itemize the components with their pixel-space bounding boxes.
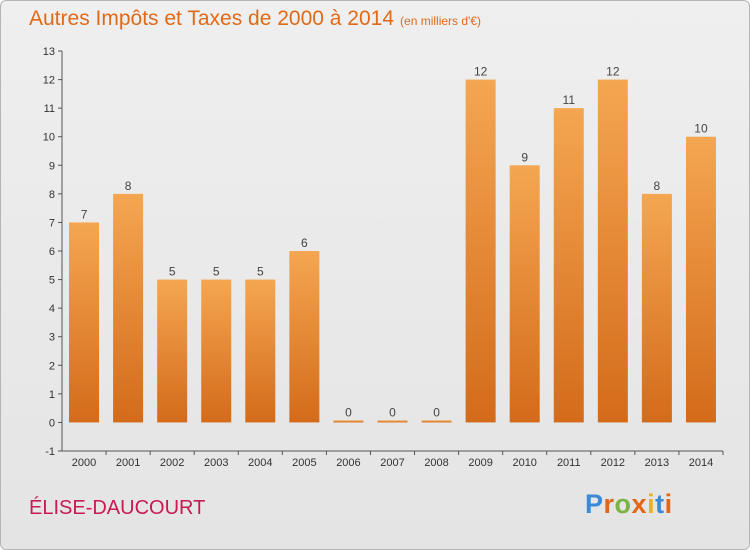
data-label-2014: 10: [694, 122, 708, 136]
chart-title-text: Autres Impôts et Taxes de 2000 à 2014: [29, 7, 395, 30]
x-tick-label-2009: 2009: [468, 457, 492, 469]
bar-2009: [465, 79, 496, 423]
x-tick-label-2005: 2005: [292, 457, 316, 469]
data-label-2011: 11: [563, 93, 576, 107]
commune-name: ÉLISE-DAUCOURT: [29, 497, 206, 519]
logo-letter: r: [603, 489, 615, 519]
bar-2012: [597, 79, 628, 423]
data-label-2000: 7: [81, 207, 88, 221]
data-label-2004: 5: [257, 265, 264, 279]
y-tick-label: 5: [49, 275, 55, 287]
y-tick-label: 11: [44, 103, 55, 115]
y-tick-label: 6: [49, 246, 55, 258]
x-tick-label-2011: 2011: [557, 457, 581, 469]
data-label-2009: 12: [474, 65, 488, 79]
y-tick-label: 4: [49, 303, 55, 315]
y-tick-label: 0: [49, 417, 55, 429]
bar-2007: [377, 420, 408, 423]
x-tick-label-2004: 2004: [248, 457, 272, 469]
bar-2001: [113, 193, 144, 423]
bar-2014: [685, 136, 716, 423]
y-tick-label: 9: [49, 160, 55, 172]
logo-letter: t: [655, 489, 665, 519]
data-label-2008: 0: [433, 405, 440, 419]
x-tick-label-2003: 2003: [204, 457, 228, 469]
bar-2006: [333, 420, 364, 423]
y-tick-label: -1: [45, 446, 55, 458]
x-tick-label-2001: 2001: [116, 457, 140, 469]
proxiti-logo[interactable]: Proxiti: [585, 489, 673, 520]
x-tick-label-2006: 2006: [336, 457, 360, 469]
logo-letter: x: [631, 489, 648, 519]
y-tick-label: 3: [49, 332, 55, 344]
x-tick-label-2008: 2008: [424, 457, 448, 469]
bar-2011: [553, 108, 584, 423]
x-tick-label-2010: 2010: [512, 457, 536, 469]
data-label-2013: 8: [654, 179, 661, 193]
data-label-2003: 5: [213, 265, 220, 279]
y-tick-label: 13: [43, 46, 55, 58]
x-tick-label-2000: 2000: [72, 457, 96, 469]
y-tick-label: 8: [49, 189, 55, 201]
logo-letter: P: [585, 489, 604, 519]
bar-2008: [421, 420, 452, 423]
y-tick-label: 12: [43, 75, 55, 87]
bar-2000: [69, 222, 100, 423]
x-tick-label-2013: 2013: [645, 457, 669, 469]
x-tick-label-2007: 2007: [380, 457, 404, 469]
data-label-2012: 12: [606, 65, 620, 79]
data-label-2001: 8: [125, 179, 132, 193]
data-label-2006: 0: [345, 405, 352, 419]
y-tick-label: 7: [49, 217, 55, 229]
bar-2003: [201, 279, 232, 423]
x-tick-label-2002: 2002: [160, 457, 184, 469]
bar-2010: [509, 165, 540, 423]
y-tick-label: 1: [49, 389, 55, 401]
data-label-2002: 5: [169, 265, 176, 279]
data-label-2010: 9: [521, 150, 528, 164]
bar-2004: [245, 279, 276, 423]
x-tick-label-2014: 2014: [689, 457, 713, 469]
chart-subtitle: (en milliers d'€): [400, 14, 482, 28]
logo-letter: i: [664, 489, 673, 519]
x-tick-label-2012: 2012: [601, 457, 625, 469]
bar-2005: [289, 251, 320, 423]
logo-letter: o: [614, 489, 632, 519]
bar-2013: [641, 193, 672, 423]
data-label-2005: 6: [301, 236, 308, 250]
bar-2002: [157, 279, 188, 423]
chart-title: Autres Impôts et Taxes de 2000 à 2014 (en…: [29, 7, 481, 31]
data-label-2007: 0: [389, 405, 396, 419]
y-tick-label: 2: [49, 360, 55, 372]
logo-letter: i: [647, 489, 656, 519]
y-tick-label: 10: [43, 132, 55, 144]
